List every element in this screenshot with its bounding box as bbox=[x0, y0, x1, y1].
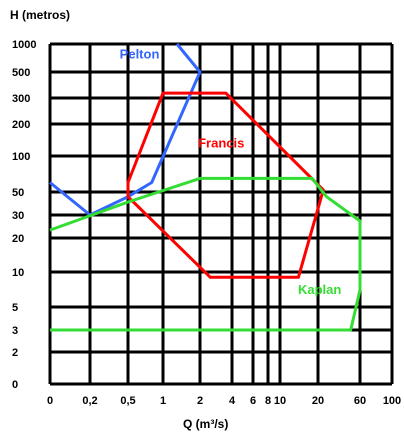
series-line-pelton bbox=[49, 43, 202, 217]
x-tick-label: 0,5 bbox=[120, 395, 135, 407]
series-label-francis: Francis bbox=[198, 136, 244, 151]
series-label-kaplan: Kaplan bbox=[298, 282, 341, 297]
series-line-kaplan bbox=[49, 176, 362, 332]
chart-ticks: 0 0,2 0,5 1 2 4 6 8 10 20 60 1000235102030501002003… bbox=[12, 39, 401, 407]
x-tick-label: 6 bbox=[250, 395, 256, 407]
y-tick-label: 200 bbox=[12, 119, 30, 131]
y-tick-label: 50 bbox=[12, 187, 24, 199]
y-tick-label: 100 bbox=[12, 151, 30, 163]
y-tick-label: 10 bbox=[12, 267, 24, 279]
x-tick-label: 0,2 bbox=[82, 395, 97, 407]
series-label-pelton: Pelton bbox=[120, 46, 160, 61]
y-tick-label: 300 bbox=[12, 93, 30, 105]
y-tick-label: 20 bbox=[12, 233, 24, 245]
y-tick-label: 500 bbox=[12, 67, 30, 79]
x-tick-label: 0 bbox=[47, 395, 53, 407]
y-tick-label: 3 bbox=[12, 325, 18, 337]
x-axis-title: Q (m³/s) bbox=[183, 417, 228, 431]
x-tick-label: 2 bbox=[197, 395, 203, 407]
chart-grid bbox=[48, 42, 394, 386]
y-tick-label: 5 bbox=[12, 302, 18, 314]
y-axis-title: H (metros) bbox=[10, 8, 70, 22]
x-tick-label: 20 bbox=[312, 395, 324, 407]
y-tick-label: 2 bbox=[12, 347, 18, 359]
x-tick-label: 10 bbox=[274, 395, 286, 407]
x-tick-label: 100 bbox=[383, 395, 401, 407]
y-tick-label: 30 bbox=[12, 210, 24, 222]
y-tick-label: 0 bbox=[12, 379, 18, 391]
y-tick-label: 1000 bbox=[12, 39, 36, 51]
x-tick-label: 4 bbox=[229, 395, 236, 407]
x-tick-label: 1 bbox=[160, 395, 166, 407]
x-tick-label: 8 bbox=[265, 395, 271, 407]
chart-series bbox=[49, 43, 362, 332]
chart-series-labels: Pelton Francis Kaplan bbox=[120, 46, 342, 296]
series-line-francis bbox=[126, 91, 325, 279]
x-tick-label: 60 bbox=[354, 395, 366, 407]
